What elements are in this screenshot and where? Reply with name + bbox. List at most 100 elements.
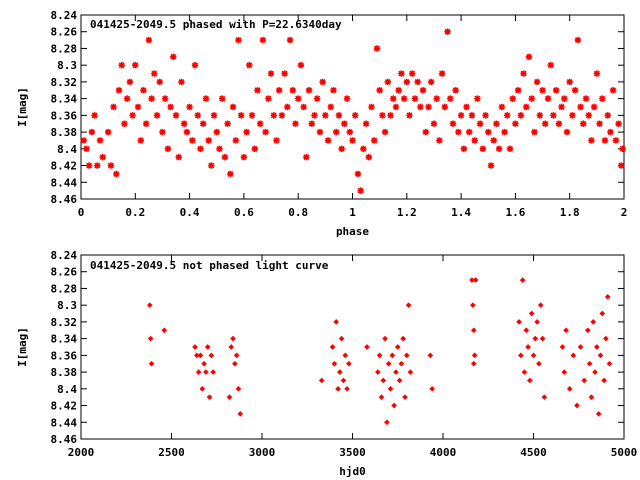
data-point [590,103,598,111]
data-point [232,137,239,144]
x-tick-label: 0.6 [234,206,254,219]
data-point [398,360,405,367]
data-point [532,335,539,342]
data-point [585,112,592,119]
data-point [159,128,166,136]
x-tick-label: 4500 [520,446,547,459]
x-tick-label: 5000 [611,446,638,459]
x-tick-label: 1 [349,206,356,219]
data-point [216,145,223,153]
y-tick-label: 8.3 [57,59,77,72]
data-point [327,103,334,111]
data-point [148,95,155,102]
data-point [270,112,277,119]
data-point [132,61,139,69]
y-tick-label: 8.4 [57,143,77,156]
data-point [606,360,613,367]
phased-light-curve-plot: 8.24 8.26 8.28 8.3 8.32 8.34 8.36 8.38 8.4 8.42 8.… [16,9,627,238]
data-point [392,103,400,111]
data-point [229,103,237,111]
data-point [385,360,392,367]
data-point [126,78,134,86]
data-point [349,137,356,144]
data-point [375,369,381,375]
data-point [228,344,235,350]
data-point [248,112,256,119]
data-point [429,385,435,392]
data-point [604,112,611,119]
data-point [542,120,549,127]
data-point [468,112,476,119]
data-point [192,344,198,350]
data-point [563,128,571,136]
data-point [433,95,440,102]
data-point [146,302,153,309]
data-point [342,352,349,359]
data-point [471,137,478,144]
data-point [376,87,383,94]
data-point [338,335,345,342]
data-point [161,327,168,334]
data-point [311,112,318,119]
data-point [300,103,307,111]
data-point [612,137,620,144]
data-point [335,385,341,392]
data-point [308,120,315,127]
data-point [428,78,435,86]
data-point [278,112,286,119]
data-point [113,170,120,178]
data-point [329,344,336,350]
data-point [476,120,484,127]
data-point [555,120,563,127]
data-point [275,87,283,94]
data-point [391,402,397,409]
data-point [129,112,136,119]
data-point [195,369,202,375]
data-point [537,302,544,309]
data-point [208,162,215,169]
data-point [518,352,524,359]
data-point [534,319,540,325]
data-point [333,319,340,325]
data-point [96,137,104,144]
data-point [550,112,557,119]
data-point [145,36,153,44]
data-point [414,78,421,86]
data-point [495,145,503,153]
data-point [153,112,161,119]
y-tick-label: 8.46 [51,433,78,446]
data-point [447,95,454,102]
data-point [619,145,626,153]
data-point [411,95,419,102]
plot-frame [80,254,625,440]
data-point [604,293,611,300]
data-point [498,103,506,111]
data-point [460,145,468,153]
data-point [487,162,495,169]
y-axis-label: I[mag] [16,327,29,367]
data-point [330,87,337,94]
data-point [197,352,204,359]
data-point [449,120,457,127]
data-point [571,87,579,94]
data-point [259,36,267,44]
data-point [541,394,548,401]
data-point [395,87,402,94]
data-point [83,145,90,153]
data-point [289,87,296,94]
y-tick-label: 8.46 [51,193,78,206]
data-point [134,103,142,111]
data-point [517,112,525,119]
x-tick-label: 0.2 [125,206,145,219]
data-point [427,352,434,359]
data-point [436,137,443,144]
data-point [364,344,370,350]
data-point [594,344,600,350]
data-point [305,87,313,94]
data-point [213,128,220,136]
data-point [394,344,401,350]
data-point [318,377,325,384]
data-point [235,36,242,44]
data-point [512,120,519,127]
data-point [580,120,587,127]
